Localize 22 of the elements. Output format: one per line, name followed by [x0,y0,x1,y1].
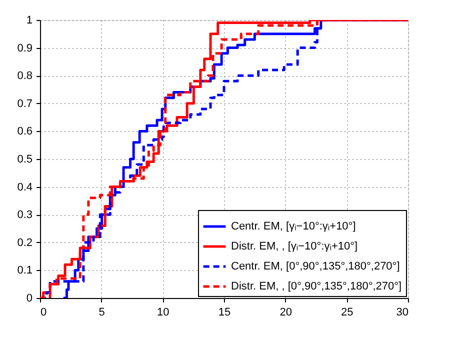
y-tick-label: 0.8 [17,70,32,82]
y-tick-label: 0.5 [17,154,32,166]
x-tick-label: 20 [280,306,292,318]
x-tick-label: 15 [218,306,231,318]
legend-label: Distr. EM, , [0°,90°,135°,180°,270°] [231,280,402,292]
x-tick-label: 0 [40,306,47,318]
y-tick-label: 0.9 [17,42,32,54]
x-tick-label: 25 [341,306,354,318]
legend-label: Centr. EM, [0°,90°,135°,180°,270°] [231,260,400,272]
y-tick-label: 0.3 [17,209,32,222]
y-tick-label: 0.2 [17,236,32,249]
y-tick-label: 0.4 [17,181,32,194]
y-tick-label: 0.1 [17,264,32,277]
y-tick-label: 0.7 [17,98,32,110]
legend-label: Distr. EM, , [γᵢ−10°:γᵢ+10°] [231,240,358,252]
x-tick-label: 5 [98,306,105,318]
legend-label: Centr. EM, [γᵢ−10°:γᵢ+10°] [231,220,356,232]
y-tick-label: 1 [26,14,32,26]
x-tick-label: 30 [396,306,408,318]
x-tick-label: 10 [157,306,170,318]
y-tick-label: 0.6 [17,126,32,138]
y-tick-label: 0 [26,292,32,304]
